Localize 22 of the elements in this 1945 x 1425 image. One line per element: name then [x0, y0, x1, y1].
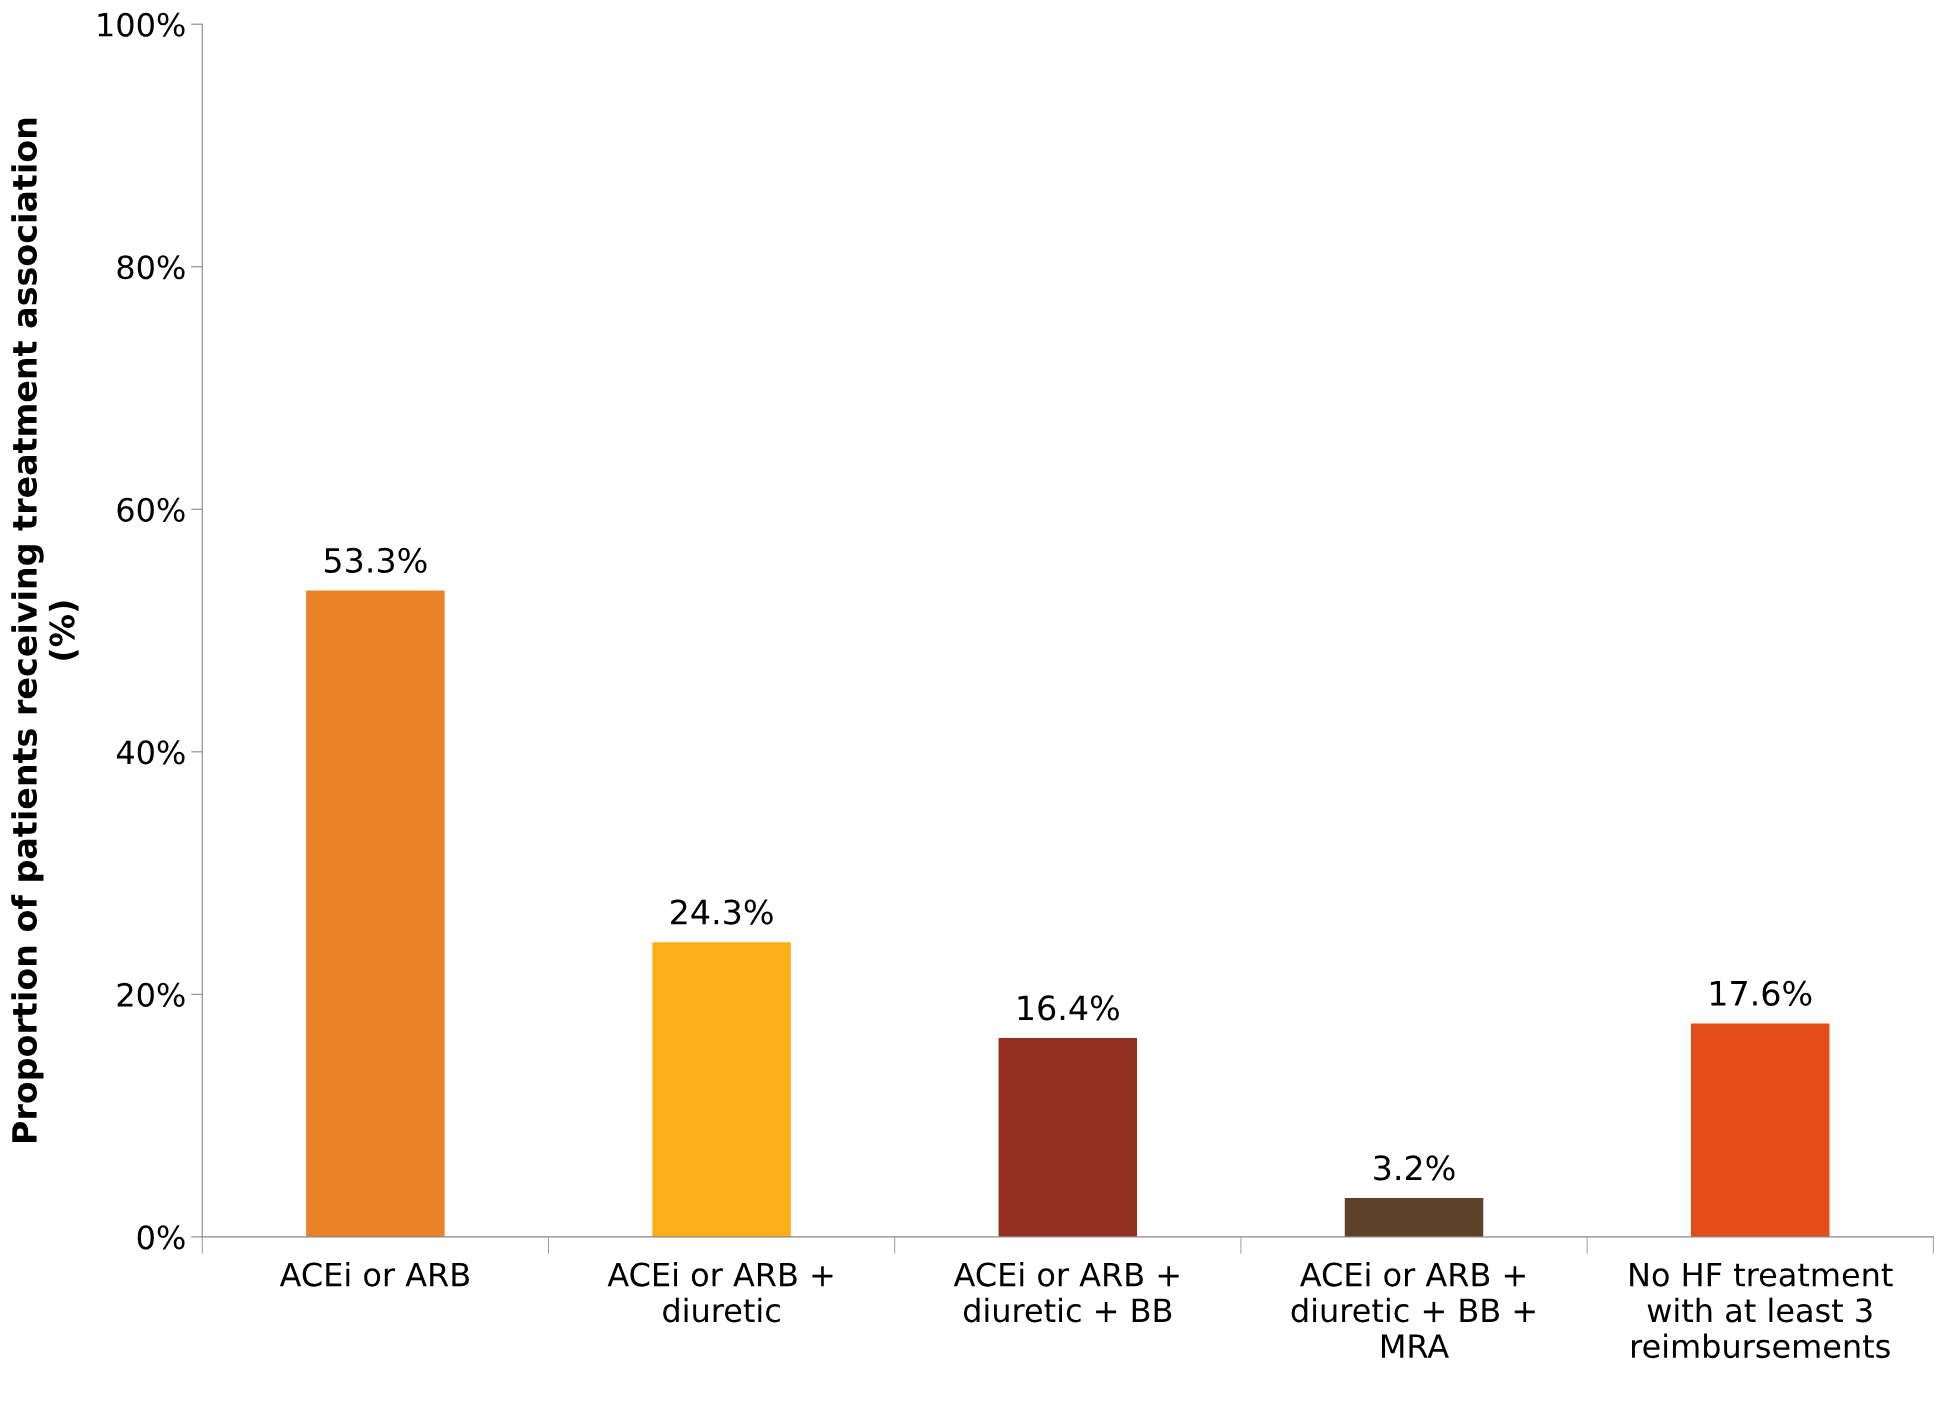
data-label: 24.3% — [671, 899, 773, 925]
x-tick-label: ACEi or ARB + diuretic — [607, 1261, 833, 1323]
data-label: 16.4% — [1018, 995, 1119, 1021]
y-axis-title: Proportion of patients receiving treatment association (%) — [11, 118, 79, 1142]
bar — [306, 590, 445, 1237]
y-tick-label: 0% — [137, 1225, 185, 1250]
data-label: 3.2% — [1374, 1155, 1455, 1181]
y-tick-label: 40% — [116, 740, 185, 765]
data-label: 17.6% — [1710, 980, 1812, 1006]
bar — [998, 1038, 1138, 1237]
bar — [652, 942, 791, 1237]
x-tick-label: ACEi or ARB + diuretic + BB + MRA — [1291, 1261, 1535, 1358]
x-tick-label: ACEi or ARB — [279, 1261, 469, 1287]
bar — [1344, 1198, 1484, 1237]
y-tick-label: 100% — [98, 12, 185, 37]
bar — [1690, 1023, 1830, 1237]
y-tick-label: 60% — [117, 497, 185, 522]
data-label: 53.3% — [325, 547, 427, 573]
x-tick-label: ACEi or ARB + diuretic + BB — [953, 1261, 1179, 1323]
y-tick-label: 80% — [117, 255, 185, 280]
x-tick-label: No HF treatment with at least 3 reimbursements — [1630, 1262, 1893, 1359]
y-tick-label: 20% — [117, 982, 185, 1007]
